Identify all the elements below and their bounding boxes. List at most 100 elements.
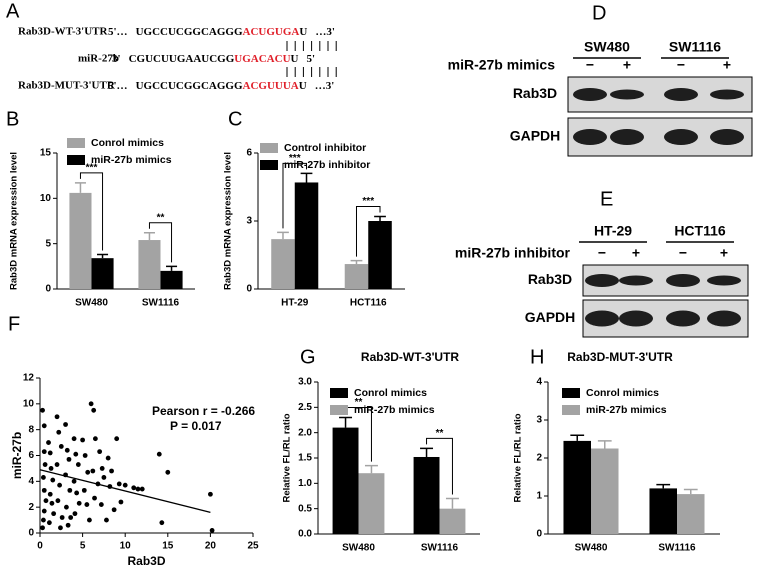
- lane-sign: −: [677, 57, 685, 73]
- sequence-part: ACGUUUA: [243, 80, 299, 92]
- significance-bracket: [148, 222, 173, 263]
- sequence: 5'… UGCCUCGGCAGGGACUGUGAU …3': [108, 26, 335, 38]
- y-axis-label: miR-27b: [10, 432, 24, 479]
- point: [114, 436, 120, 442]
- blot-band: [619, 275, 653, 286]
- y-tick-label: 1.5: [298, 453, 312, 464]
- sequence: 5'… UGCCUCGGCAGGGACGUUUAU …3': [108, 80, 334, 92]
- panel-label: D: [592, 2, 606, 24]
- lane-sign: −: [679, 245, 687, 261]
- y-tick-label: 0: [28, 528, 34, 539]
- sequence-label: miR-27b: [78, 53, 119, 65]
- bar: [677, 494, 705, 534]
- x-tick-label: SW480: [575, 543, 608, 554]
- y-axis-label: Relative FL/RL ratio: [282, 413, 293, 502]
- point: [208, 491, 213, 497]
- legend-swatch: [260, 143, 278, 153]
- y-tick-label: 6: [28, 450, 34, 461]
- point: [74, 490, 80, 496]
- blot-band: [664, 129, 698, 145]
- annotation: P = 0.017: [170, 419, 222, 433]
- point: [47, 491, 53, 497]
- y-tick-label: 2: [28, 502, 34, 513]
- point: [90, 468, 96, 474]
- point: [58, 444, 64, 449]
- point: [49, 500, 55, 506]
- point: [64, 447, 70, 453]
- point: [165, 469, 171, 475]
- point: [41, 487, 47, 493]
- significance-label: **: [157, 212, 165, 223]
- error-bar: [570, 434, 585, 441]
- point: [54, 462, 60, 467]
- point: [84, 502, 90, 507]
- point: [47, 450, 53, 456]
- sequence-part: 5'…: [108, 80, 128, 92]
- annotation: Pearson r = -0.266: [152, 404, 255, 418]
- point: [41, 517, 46, 523]
- legend-label: Conrol mimics: [354, 387, 427, 399]
- bar: [69, 192, 92, 289]
- lane-sign: +: [720, 245, 728, 261]
- point: [139, 486, 145, 492]
- y-tick-label: 10: [40, 193, 52, 204]
- bar: [591, 448, 619, 534]
- x-axis-label: Rab3D: [127, 554, 165, 568]
- y-tick-label: 3.0: [298, 377, 312, 388]
- point: [135, 486, 141, 492]
- point: [116, 481, 122, 487]
- point: [41, 508, 47, 514]
- blot-band: [573, 88, 607, 101]
- y-tick-label: 8: [28, 424, 34, 435]
- legend-swatch: [67, 155, 85, 165]
- y-axis-label: Relative FL/RL ratio: [513, 413, 524, 502]
- legend-label: miR-27b inhibitor: [284, 159, 370, 171]
- point: [71, 436, 77, 442]
- panel-label: E: [600, 188, 613, 210]
- point: [43, 498, 49, 504]
- point: [41, 449, 47, 455]
- sequence-part: 5': [306, 53, 315, 65]
- legend-label: Control inhibitor: [284, 142, 366, 154]
- point: [104, 517, 109, 523]
- point: [54, 414, 60, 420]
- point: [98, 502, 104, 507]
- blot-band: [707, 310, 741, 327]
- point: [75, 462, 81, 467]
- bar: [563, 440, 591, 534]
- point: [72, 511, 78, 517]
- error-bar: [300, 172, 313, 183]
- significance-bracket: [355, 205, 381, 257]
- significance-label: **: [355, 397, 363, 408]
- point: [51, 511, 57, 517]
- protein-label: Rab3D: [513, 85, 557, 101]
- bar: [271, 239, 295, 289]
- y-tick-label: 0.5: [298, 503, 312, 514]
- legend-label: Conrol mimics: [586, 387, 659, 399]
- point: [40, 407, 45, 413]
- lane-sign: −: [586, 57, 594, 73]
- y-tick-label: 5: [45, 238, 51, 249]
- protein-label: Rab3D: [528, 271, 572, 287]
- sequence-label: Rab3D-WT-3'UTR: [18, 26, 108, 38]
- blot-band: [710, 129, 744, 145]
- x-tick-label: HCT116: [350, 298, 387, 309]
- point: [131, 485, 137, 491]
- point: [156, 451, 162, 457]
- bar: [160, 270, 183, 289]
- point: [88, 401, 94, 407]
- bar: [413, 456, 440, 534]
- trend-line: [39, 469, 211, 513]
- sequence-label: Rab3D-MUT-3'UTR: [18, 80, 116, 92]
- chart-title: Rab3D-MUT-3'UTR: [567, 350, 673, 364]
- y-tick-label: 0: [536, 529, 542, 540]
- panel-label: B: [6, 108, 19, 130]
- bar: [332, 427, 359, 534]
- point: [59, 515, 65, 520]
- error-bar: [339, 416, 353, 428]
- sequence-part: UGCCUCGGCAGGG: [136, 80, 243, 92]
- treatment-label: miR-27b mimics: [448, 57, 556, 73]
- error-bar: [74, 182, 86, 193]
- chart-title: Rab3D-WT-3'UTR: [361, 350, 460, 364]
